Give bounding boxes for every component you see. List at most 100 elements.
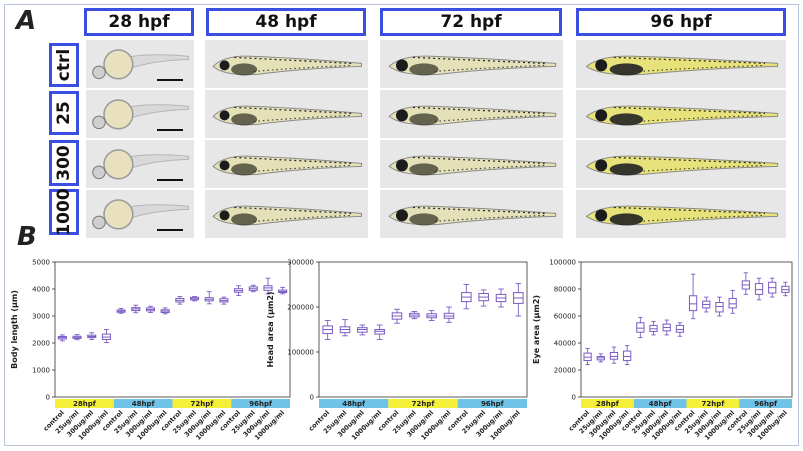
plot-frame (54, 261, 291, 398)
y-tick-label: 100000 (549, 259, 576, 267)
embryo-head (92, 65, 106, 80)
group-label-1000: 1000 (49, 188, 79, 236)
zebrafish-image (576, 140, 786, 188)
stage-band (231, 399, 290, 408)
pigment-stripe (234, 156, 352, 165)
larva-eye (395, 59, 408, 72)
zebrafish-drawing (585, 205, 779, 226)
stage-band-label: 96hpf (481, 400, 505, 408)
pigment-stripe (253, 164, 352, 172)
zebrafish-drawing (585, 155, 779, 176)
larva-eye (219, 60, 230, 71)
pigment-stripe (253, 214, 352, 222)
stage-band (457, 399, 527, 408)
zebrafish-image (576, 190, 786, 238)
scale-bar (157, 179, 183, 181)
plot-frame (580, 261, 793, 398)
pigment-stripe (253, 114, 352, 122)
zebrafish-image (380, 90, 563, 138)
y-tick-label: 100000 (287, 349, 314, 357)
plot-frame (318, 261, 528, 398)
y-tick-label: 2000 (32, 340, 50, 348)
pigment-stripe (234, 206, 352, 215)
y-axis-label: Eye area (μm2) (532, 295, 541, 364)
larva-yolk (609, 113, 644, 126)
pigment-stripe (434, 214, 545, 222)
scale-bar (157, 229, 183, 231)
zebrafish-image (576, 40, 786, 88)
pigment-stripe (434, 64, 545, 72)
larva-eye (219, 160, 230, 171)
larva-yolk (609, 63, 644, 76)
pigment-stripe (234, 56, 352, 65)
embryo-tail (117, 104, 190, 122)
y-tick-label: 1000 (32, 367, 50, 375)
yolk-sac (103, 99, 134, 130)
stage-header-28hpf: 28 hpf (84, 8, 194, 36)
stage-band-label: 28hpf (596, 400, 620, 408)
zebrafish-image (576, 90, 786, 138)
stage-band-label: 28hpf (73, 400, 97, 408)
larva-yolk (231, 163, 258, 176)
larva-eye (595, 109, 608, 122)
pigment-stripe (234, 106, 352, 115)
pigment-stripe (613, 206, 766, 215)
zebrafish-drawing (585, 105, 779, 126)
box (715, 302, 724, 313)
larva-eye (395, 159, 408, 172)
zebrafish-image (86, 90, 194, 138)
stage-header-96hpf: 96 hpf (576, 8, 786, 36)
zebrafish-drawing (212, 205, 362, 226)
y-tick-label: 3000 (32, 313, 50, 321)
stage-header-48hpf: 48 hpf (206, 8, 366, 36)
zebrafish-drawing (92, 149, 190, 180)
zebrafish-drawing (212, 55, 362, 76)
stage-band-label: 96hpf (754, 400, 778, 408)
zebrafish-drawing (92, 49, 190, 80)
scale-bar (157, 79, 183, 81)
y-tick-label: 40000 (554, 340, 576, 348)
zebrafish-drawing (388, 105, 557, 126)
larva-yolk (231, 213, 258, 226)
y-tick-label: 300000 (287, 259, 314, 267)
embryo-head (92, 165, 106, 180)
y-tick-label: 0 (310, 394, 314, 402)
larva-eye (595, 209, 608, 222)
pigment-stripe (412, 206, 545, 215)
pigment-stripe (412, 156, 545, 165)
pigment-stripe (638, 64, 766, 72)
pigment-stripe (434, 164, 545, 172)
stage-band-label: 96hpf (249, 400, 273, 408)
pigment-stripe (613, 156, 766, 165)
scale-bar (157, 129, 183, 131)
y-tick-label: 5000 (32, 259, 50, 267)
group-label-ctrl: ctrl (49, 43, 79, 87)
embryo-head (92, 215, 106, 230)
zebrafish-drawing (92, 199, 190, 230)
y-tick-label: 20000 (554, 367, 576, 375)
larva-eye (219, 110, 230, 121)
y-tick-label: 80000 (554, 286, 576, 294)
pigment-stripe (638, 114, 766, 122)
pigment-stripe (253, 64, 352, 72)
stage-band (581, 399, 634, 408)
box (636, 322, 645, 333)
larva-yolk (409, 63, 439, 76)
stage-band-label: 48hpf (132, 400, 156, 408)
stage-band-label: 72hpf (412, 400, 436, 408)
box (754, 283, 764, 295)
larva-eye (595, 159, 608, 172)
stage-band (113, 399, 173, 408)
zebrafish-image (380, 40, 563, 88)
yolk-sac (103, 199, 134, 230)
pigment-stripe (412, 56, 545, 65)
stage-header-72hpf: 72 hpf (380, 8, 562, 36)
pigment-stripe (638, 164, 766, 172)
zebrafish-image (205, 190, 368, 238)
group-label-300: 300 (49, 140, 79, 186)
y-tick-label: 0 (572, 394, 576, 402)
